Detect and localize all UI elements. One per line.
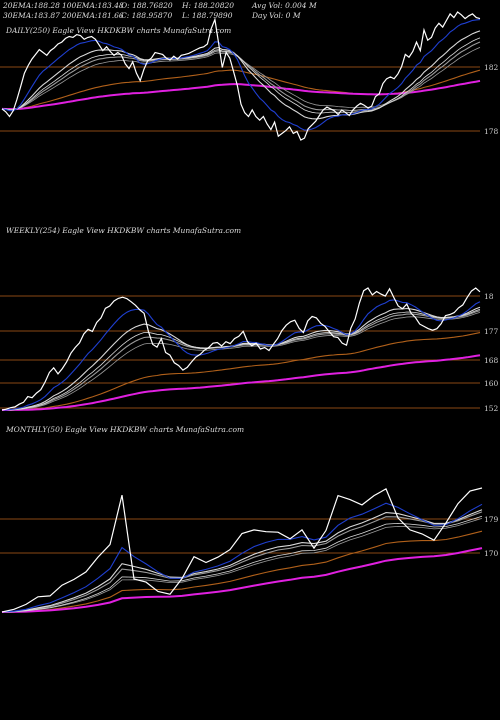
- weekly-price-line: [1, 287, 481, 411]
- low-readout: L: 188.79890: [182, 11, 233, 20]
- monthly-panel-title: MONTHLY(50) Eagle View HKDKBW charts Mun…: [6, 425, 245, 434]
- monthly-ema18-line: [1, 518, 483, 613]
- weekly-tick-label: 18: [484, 292, 494, 301]
- close-readout: C: 188.95870: [121, 11, 173, 20]
- monthly-ema16-line: [1, 515, 483, 613]
- weekly-panel-title: WEEKLY(254) Eagle View HKDKBW charts Mun…: [6, 226, 242, 235]
- ema100-readout: 100EMA:183.48: [62, 1, 124, 10]
- weekly-tick-label: 168: [484, 356, 499, 365]
- monthly-tick-label: 179: [484, 515, 499, 524]
- ema30-readout: 30EMA:183.87: [3, 11, 60, 20]
- daily-ema26-line: [1, 37, 481, 114]
- day-vol-readout: Day Vol: 0 M: [252, 11, 301, 20]
- weekly-tick-label: 160: [484, 379, 499, 388]
- daily-ema10-line: [1, 19, 481, 131]
- weekly-ema10-line: [1, 299, 481, 411]
- weekly-ema200-line: [2, 354, 481, 411]
- monthly-ema6-line: [1, 502, 483, 613]
- weekly-ema30-line: [2, 310, 481, 411]
- weekly-tick-label: 152: [484, 404, 499, 413]
- daily-price-line: [1, 11, 481, 141]
- monthly-ema10-line: [1, 509, 483, 613]
- weekly-ema36-line: [2, 312, 481, 411]
- monthly-chart: 179 170: [0, 487, 499, 613]
- daily-panel-title: DAILY(250) Eagle View HKDKBW charts Muna…: [6, 26, 232, 35]
- weekly-ema20-line: [1, 306, 481, 411]
- weekly-tick-label: 177: [484, 327, 499, 336]
- daily-chart: 182 178: [0, 11, 499, 141]
- monthly-ema12-line: [1, 511, 483, 613]
- monthly-tick-label: 170: [484, 549, 499, 558]
- daily-ema200-line: [1, 79, 481, 111]
- weekly-ema26-line: [1, 308, 481, 411]
- monthly-price-line: [1, 487, 483, 613]
- ema200-readout: 200EMA:181.66: [62, 11, 124, 20]
- weekly-chart: 18 177 168 160 152: [0, 287, 499, 413]
- monthly-ema30-line: [1, 530, 483, 613]
- daily-ema20-line: [1, 30, 481, 120]
- weekly-ema100-line: [2, 332, 481, 411]
- avg-vol-readout: Avg Vol: 0.004 M: [252, 1, 317, 10]
- high-readout: H: 188.20820: [182, 1, 235, 10]
- ema20-readout: 20EMA:188.28: [3, 1, 60, 10]
- monthly-ema50-line: [1, 547, 483, 613]
- open-readout: O: 188.76820: [121, 1, 173, 10]
- daily-tick-label: 178: [484, 127, 499, 136]
- daily-tick-label: 182: [484, 63, 499, 72]
